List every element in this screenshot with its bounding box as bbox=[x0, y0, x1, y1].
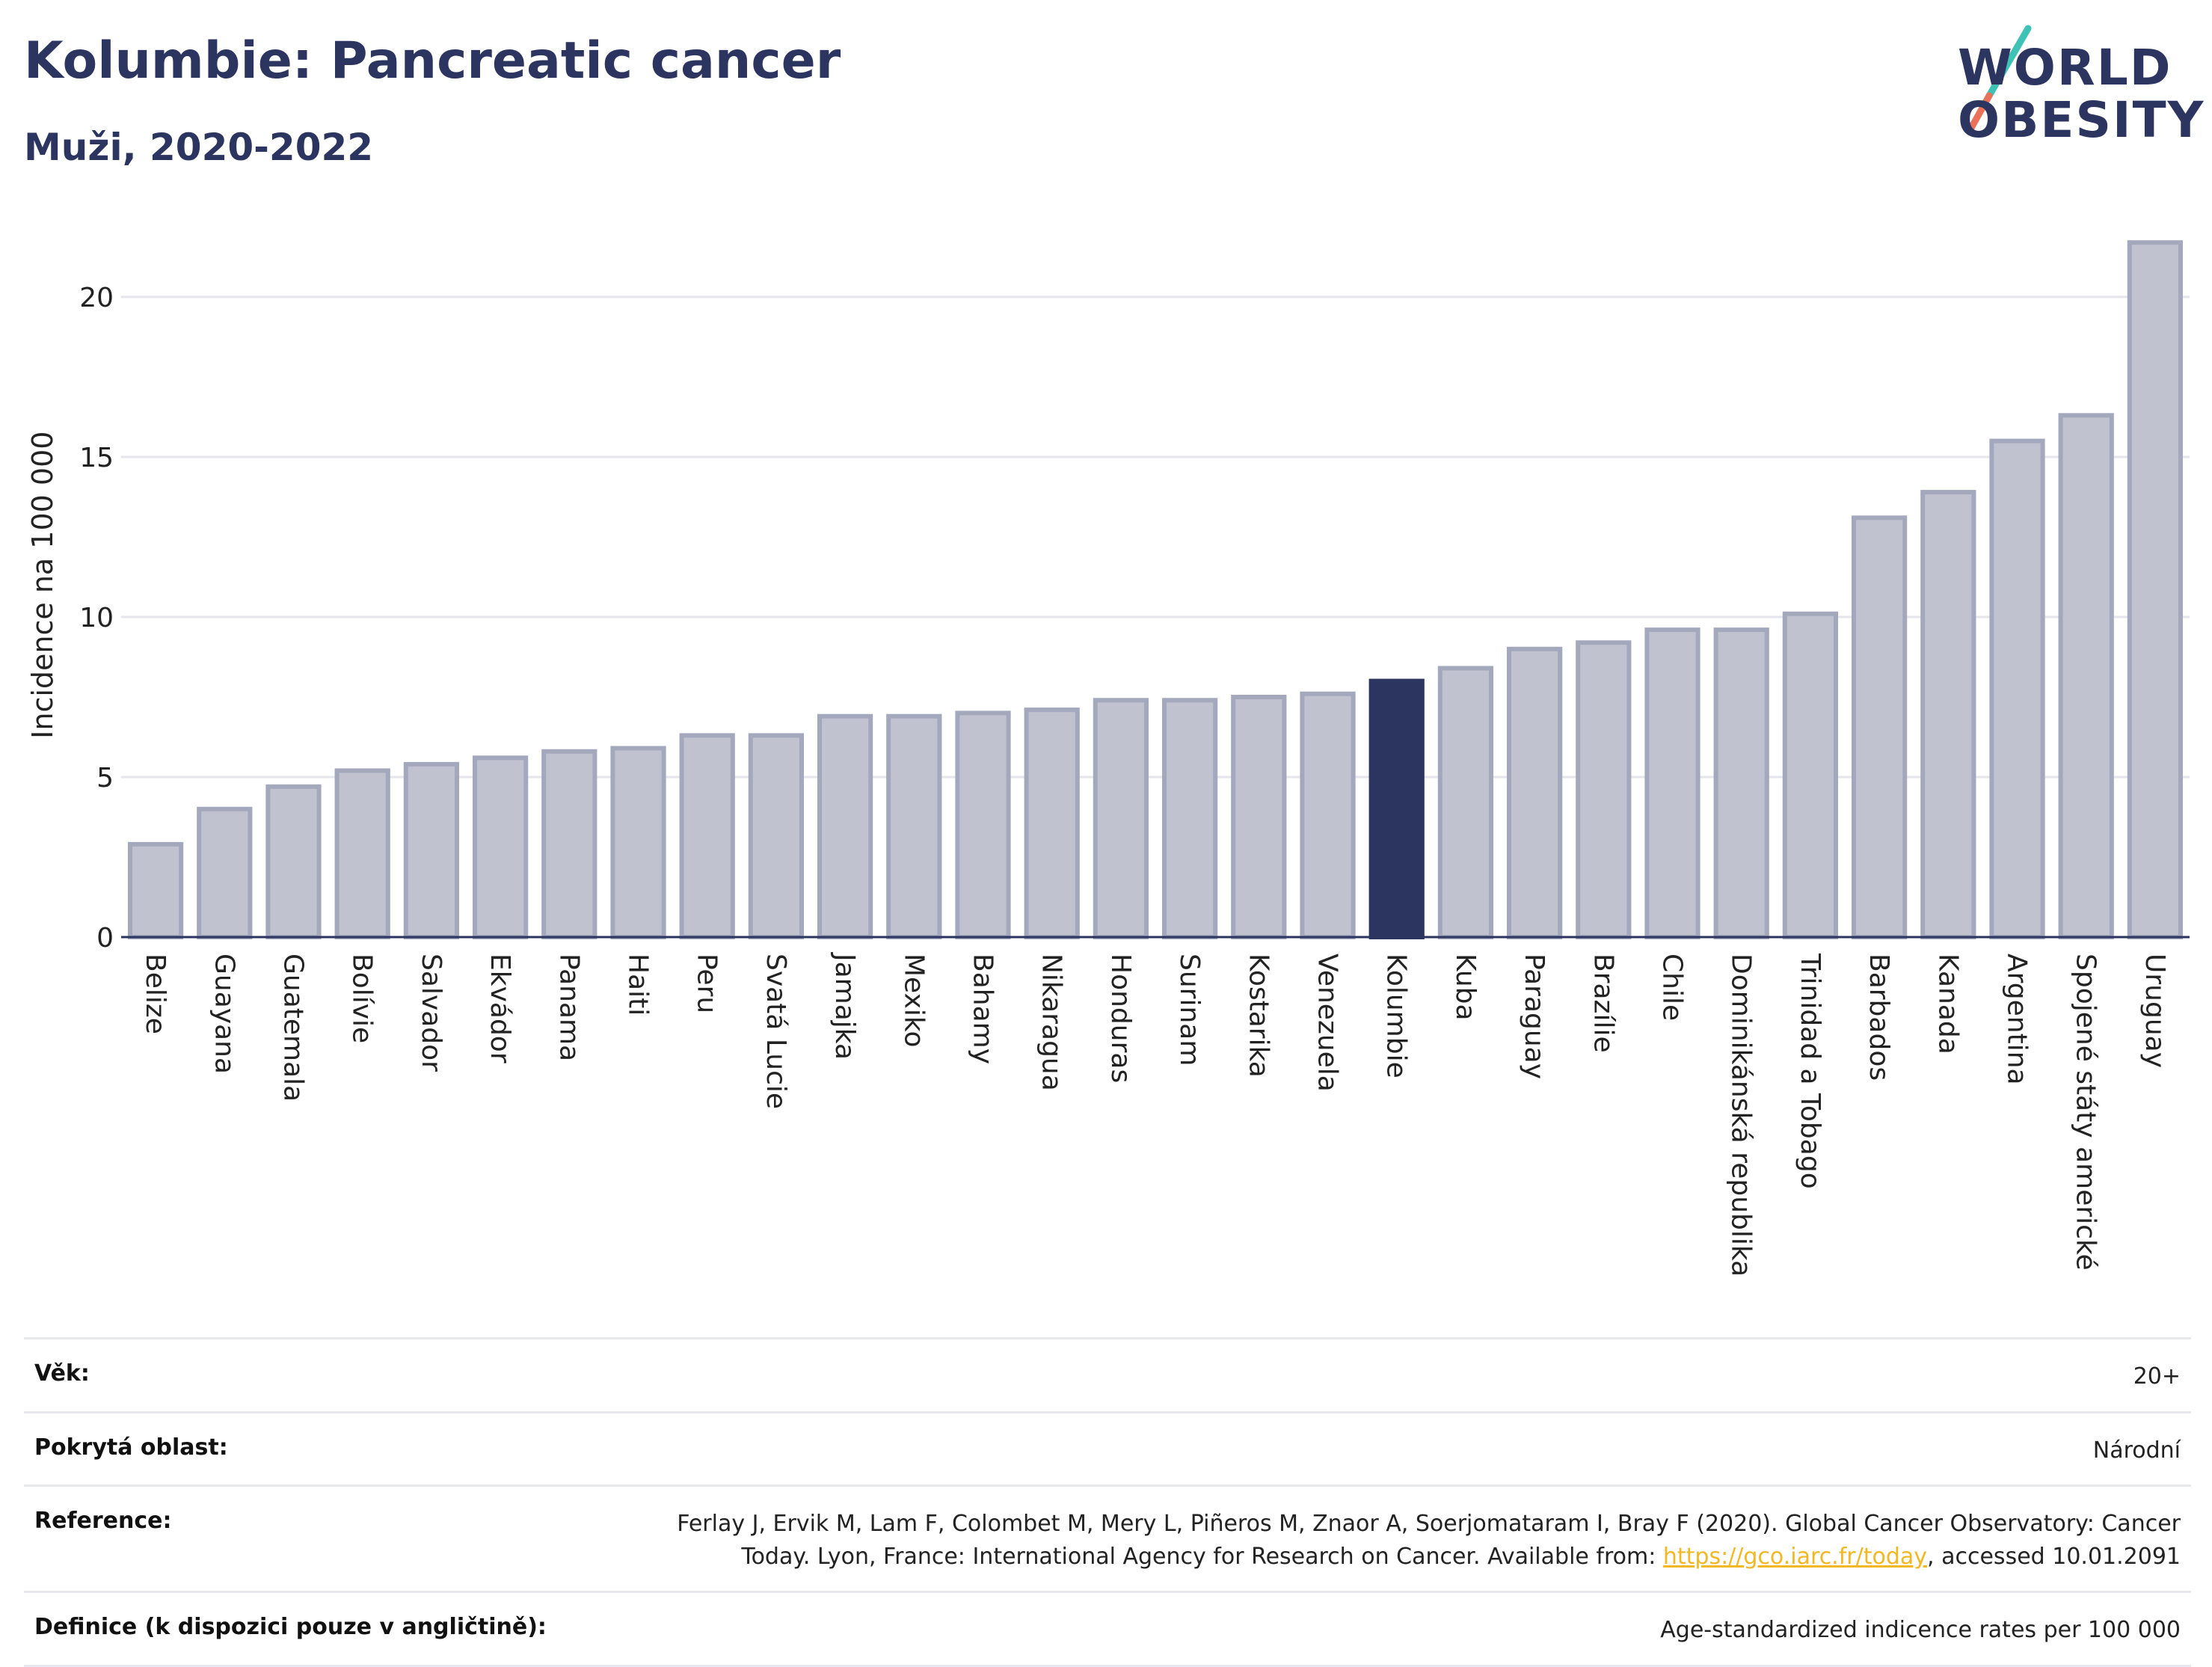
x-tick-label: Paraguay bbox=[1519, 954, 1549, 1079]
x-tick-label: Belize bbox=[140, 954, 170, 1034]
meta-value: 20+ bbox=[2133, 1363, 2181, 1390]
x-tick-label: Panama bbox=[553, 954, 584, 1061]
bar-bolívie[interactable] bbox=[334, 768, 390, 939]
reference-text: Ferlay J, Ervik M, Lam F, Colombet M, Me… bbox=[677, 1511, 2181, 1570]
bars bbox=[127, 240, 2184, 940]
x-tick-label: Guayana bbox=[209, 954, 239, 1074]
bar-salvador[interactable] bbox=[403, 761, 460, 939]
meta-row-age: Věk: 20+ bbox=[24, 1337, 2191, 1411]
grid-lines bbox=[121, 295, 2190, 779]
x-tick-label: Mexiko bbox=[898, 954, 929, 1047]
x-tick-label: Kanada bbox=[1932, 954, 1963, 1054]
meta-label: Reference: bbox=[34, 1508, 172, 1534]
page-title: Kolumbie: Pancreatic cancer bbox=[24, 31, 841, 90]
bar-bahamy[interactable] bbox=[955, 710, 1011, 940]
meta-value: Age-standardized indicence rates per 100… bbox=[1660, 1617, 2181, 1643]
logo-slash-icon bbox=[1967, 25, 2032, 133]
y-tick-label: 15 bbox=[79, 443, 114, 473]
bar-mexiko[interactable] bbox=[886, 713, 942, 939]
x-tick-label: Honduras bbox=[1105, 954, 1136, 1083]
bar-uruguay[interactable] bbox=[2127, 240, 2184, 940]
bar-panama[interactable] bbox=[541, 749, 597, 940]
page-subtitle: Muži, 2020-2022 bbox=[24, 126, 374, 169]
bar-chart: 0 5 10 15 20 Belize Guayana Guatemala Bolívie Sa… bbox=[26, 240, 2190, 1277]
x-tick-label: Argentina bbox=[2002, 954, 2033, 1085]
bar-kuba[interactable] bbox=[1437, 666, 1494, 939]
x-tick-label: Kostarika bbox=[1243, 954, 1274, 1078]
x-tick-label: Bahamy bbox=[968, 954, 998, 1064]
bar-jamajka[interactable] bbox=[817, 713, 873, 939]
bar-guatemala[interactable] bbox=[265, 784, 322, 940]
bar-barbados[interactable] bbox=[1851, 515, 1908, 939]
x-tick-label: Kolumbie bbox=[1381, 954, 1412, 1078]
y-tick-label: 5 bbox=[96, 763, 114, 793]
bar-paraguay[interactable] bbox=[1506, 646, 1563, 939]
bar-surinam[interactable] bbox=[1161, 698, 1218, 940]
x-axis-labels: Belize Guayana Guatemala Bolívie Salvador Ekv… bbox=[140, 952, 2170, 1277]
meta-label: Pokrytá oblast: bbox=[34, 1434, 228, 1461]
bar-honduras[interactable] bbox=[1093, 698, 1149, 940]
metadata-table: Věk: 20+ Pokrytá oblast: Národní Referen… bbox=[24, 1337, 2191, 1667]
x-tick-label: Jamajka bbox=[829, 952, 860, 1060]
meta-value: Ferlay J, Ervik M, Lam F, Colombet M, Me… bbox=[610, 1508, 2181, 1573]
x-tick-label: Chile bbox=[1657, 954, 1688, 1021]
x-tick-label: Dominikánská republika bbox=[1726, 954, 1757, 1277]
x-tick-label: Surinam bbox=[1174, 954, 1205, 1066]
bar-dominikánská-republika[interactable] bbox=[1713, 627, 1769, 939]
reference-link[interactable]: https://gco.iarc.fr/today bbox=[1662, 1543, 1928, 1570]
y-tick-label: 10 bbox=[79, 603, 114, 633]
bar-chile[interactable] bbox=[1644, 627, 1701, 939]
bar-belize[interactable] bbox=[127, 841, 184, 940]
x-tick-label: Trinidad a Tobago bbox=[1795, 953, 1825, 1189]
logo-line-1: WORLD bbox=[1958, 39, 2172, 96]
y-tick-label: 0 bbox=[96, 923, 114, 954]
x-tick-label: Salvador bbox=[416, 954, 446, 1072]
logo-line-2: OBESITY bbox=[1958, 91, 2205, 149]
bar-ekvádor[interactable] bbox=[472, 755, 529, 939]
bar-kostarika[interactable] bbox=[1231, 695, 1287, 939]
meta-label: Definice (k dispozici pouze v angličtině… bbox=[34, 1614, 547, 1640]
y-tick-label: 20 bbox=[79, 283, 114, 313]
x-tick-label: Barbados bbox=[1864, 954, 1894, 1081]
y-axis-ticks: 0 5 10 15 20 bbox=[79, 283, 114, 954]
bar-haiti[interactable] bbox=[610, 746, 666, 939]
world-obesity-logo: WORLD OBESITY bbox=[1944, 21, 2203, 163]
x-tick-label: Ekvádor bbox=[485, 954, 515, 1063]
bar-spojené-státy-americké[interactable] bbox=[2058, 413, 2114, 939]
bar-kolumbie[interactable] bbox=[1368, 678, 1425, 939]
x-tick-label: Svatá Lucie bbox=[761, 954, 791, 1109]
x-tick-label: Haiti bbox=[623, 954, 654, 1016]
meta-value: Národní bbox=[2092, 1437, 2181, 1464]
bar-venezuela[interactable] bbox=[1300, 691, 1356, 939]
x-tick-label: Peru bbox=[692, 954, 722, 1013]
meta-row-reference: Reference: Ferlay J, Ervik M, Lam F, Col… bbox=[24, 1485, 2191, 1591]
x-tick-label: Brazílie bbox=[1588, 954, 1618, 1053]
meta-label: Věk: bbox=[34, 1360, 90, 1387]
bar-argentina[interactable] bbox=[1989, 438, 2045, 940]
x-tick-label: Guatemala bbox=[278, 954, 309, 1102]
bar-guayana[interactable] bbox=[197, 806, 253, 939]
meta-row-coverage: Pokrytá oblast: Národní bbox=[24, 1410, 2191, 1485]
x-tick-label: Kuba bbox=[1450, 954, 1481, 1021]
bar-svatá-lucie[interactable] bbox=[748, 733, 805, 939]
bar-kanada[interactable] bbox=[1920, 490, 1976, 939]
x-tick-label: Nikaragua bbox=[1036, 954, 1067, 1091]
bar-brazílie[interactable] bbox=[1576, 640, 1632, 939]
x-tick-label: Spojené státy americké bbox=[2071, 954, 2101, 1271]
y-axis-label: Incidence na 100 000 bbox=[26, 432, 59, 739]
bar-nikaragua[interactable] bbox=[1024, 707, 1080, 939]
bar-trinidad-a-tobago[interactable] bbox=[1782, 611, 1839, 939]
x-tick-label: Bolívie bbox=[347, 954, 378, 1043]
meta-row-definition: Definice (k dispozici pouze v angličtině… bbox=[24, 1591, 2191, 1667]
x-tick-label: Venezuela bbox=[1312, 954, 1343, 1092]
x-tick-label: Uruguay bbox=[2139, 954, 2170, 1068]
reference-accessed: , accessed 10.01.2091 bbox=[1927, 1543, 2181, 1570]
bar-peru[interactable] bbox=[679, 733, 735, 939]
